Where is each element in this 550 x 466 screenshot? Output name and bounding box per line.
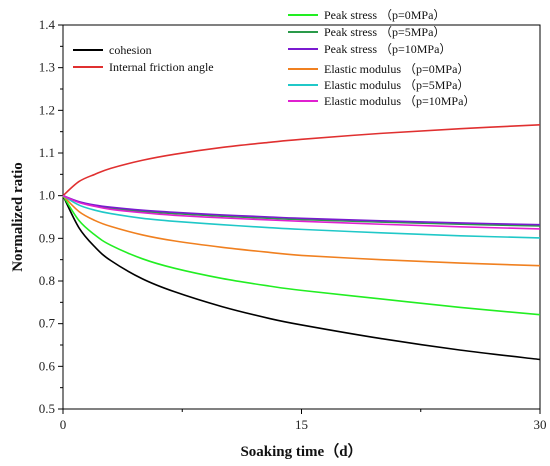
legend-label: Elastic modulus （p=5MPa） (324, 78, 469, 92)
legend: cohesion Internal friction angle Peak stre… (73, 8, 475, 108)
legend-label: Elastic modulus （p=10MPa） (324, 94, 475, 108)
series-line-elastic-modulus-p-0mpa (62, 195, 541, 267)
legend-label: Elastic modulus （p=0MPa） (324, 62, 469, 76)
x-axis-title: Soaking time（d） (240, 442, 362, 460)
legend-label: Internal friction angle (109, 60, 214, 74)
x-tick-label: 30 (534, 417, 547, 432)
series-line-elastic-modulus-p-10mpa (62, 194, 541, 230)
y-tick-label: 0.9 (39, 230, 55, 245)
y-tick-label: 0.6 (39, 358, 56, 373)
series-line-internal-friction-angle (62, 124, 541, 197)
y-axis-title: Normalized ratio (10, 162, 26, 272)
series-line-peak-stress-p-10mpa (62, 194, 541, 226)
y-tick-label: 1.0 (39, 188, 55, 203)
x-tick-label: 0 (60, 417, 67, 432)
y-tick-label: 0.7 (39, 316, 56, 331)
y-tick-label: 1.2 (39, 102, 55, 117)
series-line-elastic-modulus-p-5mpa (62, 194, 541, 239)
legend-label: Peak stress （p=0MPa） (324, 8, 445, 22)
series-line-peak-stress-p-0mpa (62, 195, 541, 316)
x-tick-label: 15 (295, 417, 308, 432)
y-tick-label: 0.5 (39, 401, 55, 416)
x-axis-ticks: 0 15 30 (60, 409, 547, 432)
legend-label: cohesion (109, 43, 152, 57)
y-tick-label: 0.8 (39, 273, 55, 288)
y-tick-label: 1.4 (39, 17, 56, 32)
y-axis-ticks: 0.5 0.6 0.7 0.8 0.9 1.0 1.1 1.2 1.3 1.4 (39, 17, 63, 416)
legend-label: Peak stress （p=5MPa） (324, 25, 445, 39)
series-layer (62, 124, 541, 361)
y-tick-label: 1.1 (39, 145, 55, 160)
series-line-cohesion (62, 195, 541, 361)
y-tick-label: 1.3 (39, 60, 55, 75)
legend-label: Peak stress （p=10MPa） (324, 42, 451, 56)
